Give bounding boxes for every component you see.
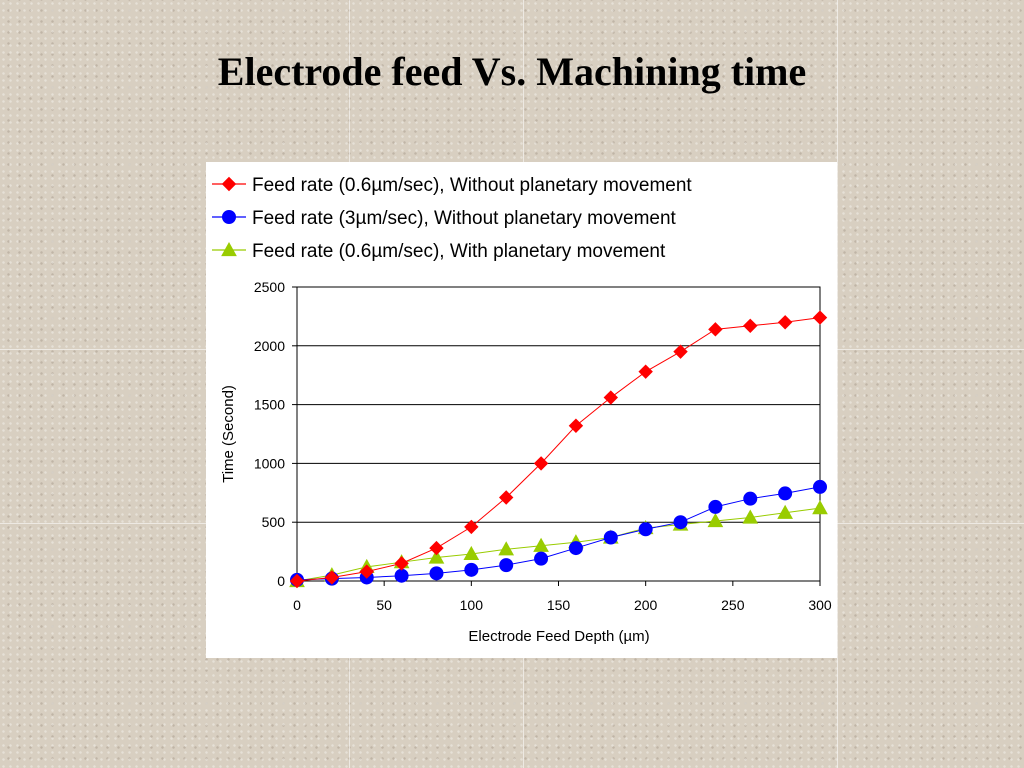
data-point <box>428 549 445 564</box>
x-axis-label: Electrode Feed Depth (µm) <box>468 628 649 645</box>
data-point <box>498 541 515 556</box>
series-line <box>296 486 821 581</box>
legend-marker <box>221 241 237 257</box>
data-point <box>777 315 793 330</box>
data-point <box>429 566 444 581</box>
data-point <box>289 573 305 589</box>
data-point <box>812 500 828 515</box>
x-tick-label: 150 <box>547 597 571 613</box>
data-point <box>568 541 583 556</box>
data-point <box>778 486 793 501</box>
series-1 <box>289 310 828 589</box>
legend-marker <box>221 176 237 192</box>
x-axis-ticks: 0 50 100 150 200 250 300 <box>293 581 832 613</box>
y-tick-label: 1000 <box>254 455 285 471</box>
legend-marker <box>222 210 236 224</box>
data-point <box>464 562 479 577</box>
line-chart: Feed rate (0.6µm/sec), Without planetary… <box>212 175 832 645</box>
data-point <box>603 390 619 405</box>
y-tick-label: 500 <box>262 514 286 530</box>
data-point <box>533 537 549 552</box>
data-point <box>429 540 444 556</box>
x-tick-label: 50 <box>376 597 392 613</box>
data-point <box>324 570 340 585</box>
y-tick-label: 0 <box>277 573 285 589</box>
data-point <box>812 310 828 325</box>
x-tick-label: 100 <box>460 597 484 613</box>
x-tick-label: 250 <box>721 597 745 613</box>
data-point <box>498 490 514 505</box>
series-2 <box>290 479 827 587</box>
legend-item: Feed rate (0.6µm/sec), Without planetary… <box>212 175 692 196</box>
legend-item: Feed rate (0.6µm/sec), With planetary mo… <box>212 241 666 262</box>
data-point <box>394 568 409 583</box>
data-point <box>673 515 688 530</box>
data-point <box>568 418 584 433</box>
legend-item: Feed rate (3µm/sec), Without planetary m… <box>212 208 677 229</box>
series-line <box>296 317 821 582</box>
y-axis-ticks: 0 500 1000 1500 2000 2500 <box>254 279 297 589</box>
data-point <box>534 551 549 566</box>
slide-title: Electrode feed Vs. Machining time <box>217 49 807 94</box>
x-tick-label: 200 <box>634 597 658 613</box>
background-gridline <box>837 0 838 768</box>
data-point <box>394 556 409 571</box>
data-point <box>499 558 514 573</box>
data-point <box>708 322 723 337</box>
data-point <box>742 509 759 524</box>
data-point <box>707 512 724 528</box>
x-tick-label: 0 <box>293 597 301 613</box>
y-tick-label: 1500 <box>254 397 285 413</box>
legend-label: Feed rate (3µm/sec), Without planetary m… <box>252 208 677 229</box>
data-point <box>743 491 758 506</box>
legend-label: Feed rate (0.6µm/sec), Without planetary… <box>252 175 692 196</box>
data-point <box>603 530 618 545</box>
plot-area-frame <box>296 286 821 582</box>
y-axis-label: Time (Second) <box>220 385 237 483</box>
x-tick-label: 300 <box>808 597 832 613</box>
legend-label: Feed rate (0.6µm/sec), With planetary mo… <box>252 241 666 262</box>
chart-legend: Feed rate (0.6µm/sec), Without planetary… <box>212 175 692 262</box>
chart-panel: Feed rate (0.6µm/sec), Without planetary… <box>206 162 837 658</box>
data-point <box>463 545 480 561</box>
data-point <box>708 499 723 514</box>
chart-gridlines <box>297 345 820 523</box>
data-point <box>777 504 793 519</box>
y-tick-label: 2500 <box>254 279 285 295</box>
series-line <box>296 507 821 582</box>
y-tick-label: 2000 <box>254 338 285 354</box>
data-point <box>533 456 549 471</box>
data-point <box>743 318 758 334</box>
data-point <box>359 564 374 579</box>
data-point <box>813 479 827 494</box>
data-point <box>673 344 688 359</box>
data-point <box>638 522 653 537</box>
data-point <box>464 519 479 535</box>
data-point <box>638 364 653 379</box>
chart-series <box>289 310 828 589</box>
